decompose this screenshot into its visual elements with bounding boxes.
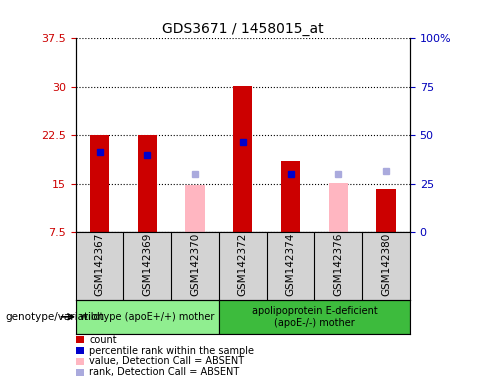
Bar — [281, 161, 300, 232]
Text: genotype/variation: genotype/variation — [5, 312, 104, 322]
Bar — [219, 300, 410, 334]
Bar — [233, 86, 252, 232]
Text: GSM142374: GSM142374 — [285, 233, 296, 296]
Bar — [329, 182, 348, 232]
Text: GSM142369: GSM142369 — [142, 233, 152, 296]
Text: GSM142380: GSM142380 — [381, 233, 391, 296]
Text: apolipoprotein E-deficient
(apoE-/-) mother: apolipoprotein E-deficient (apoE-/-) mot… — [251, 306, 377, 328]
Text: rank, Detection Call = ABSENT: rank, Detection Call = ABSENT — [89, 367, 240, 377]
Text: GSM142376: GSM142376 — [333, 233, 343, 296]
Text: GSM142372: GSM142372 — [238, 233, 248, 296]
Text: GSM142367: GSM142367 — [95, 233, 104, 296]
Text: percentile rank within the sample: percentile rank within the sample — [89, 346, 254, 356]
Text: count: count — [89, 335, 117, 345]
Bar — [90, 136, 109, 232]
Text: wildtype (apoE+/+) mother: wildtype (apoE+/+) mother — [80, 312, 214, 322]
Bar — [76, 300, 219, 334]
Bar — [377, 189, 396, 232]
Title: GDS3671 / 1458015_at: GDS3671 / 1458015_at — [162, 22, 324, 36]
Text: value, Detection Call = ABSENT: value, Detection Call = ABSENT — [89, 356, 244, 366]
Bar — [138, 136, 157, 232]
Text: GSM142370: GSM142370 — [190, 233, 200, 296]
Bar — [185, 185, 204, 232]
